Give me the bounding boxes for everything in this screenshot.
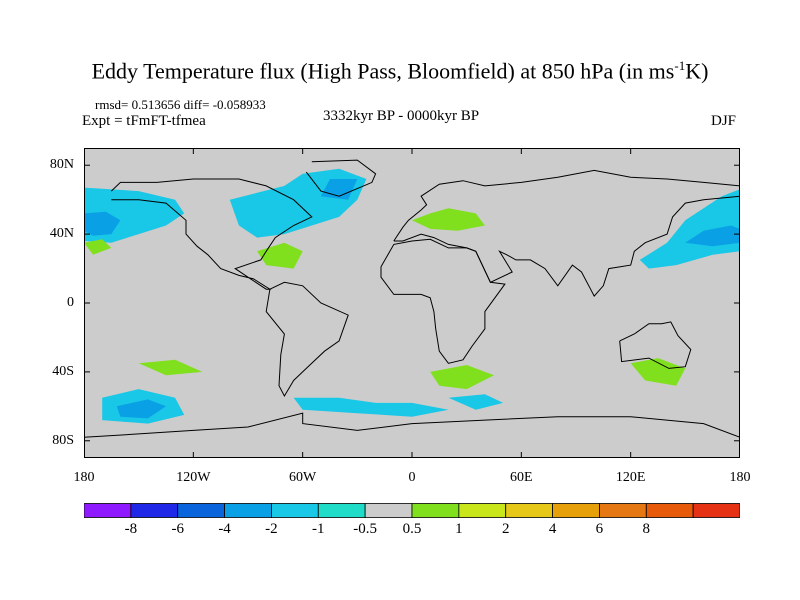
colorbar-label: 1 <box>455 521 463 537</box>
anomaly-region-north-pacific-west-cyan <box>639 189 740 269</box>
title-main: Eddy Temperature flux (High Pass, Bloomf… <box>91 58 675 84</box>
colorbar-box <box>692 503 740 518</box>
anomaly-region-south-indian-cyan <box>448 394 504 410</box>
colorbar-box <box>317 503 366 518</box>
y-tick-label: 40N <box>49 226 74 242</box>
colorbar-label: -6 <box>171 521 184 537</box>
coastline-0 <box>110 178 313 290</box>
x-tick-label: 120E <box>615 470 646 485</box>
anomaly-region-greenland-blue <box>320 179 358 200</box>
colorbar-box <box>458 503 507 518</box>
coastline-6 <box>84 412 740 438</box>
y-tick-label: 80N <box>49 157 74 173</box>
colorbar-box <box>505 503 553 518</box>
anomaly-region-north-pacific-west-blue <box>685 225 740 247</box>
title-tail: K) <box>685 58 709 84</box>
experiment-label: Expt = tFmFT-tfmea <box>82 113 206 129</box>
anomaly-region-east-pacific-green <box>84 239 112 255</box>
coastline-4 <box>380 238 506 364</box>
colorbar-box <box>552 503 600 518</box>
x-tick-label: 60W <box>289 470 317 485</box>
colorbar-box <box>84 503 132 518</box>
chart-title: Eddy Temperature flux (High Pass, Bloomf… <box>0 58 800 84</box>
colorbar-label: 0.5 <box>402 521 422 537</box>
colorbar-label: 2 <box>501 521 510 537</box>
anomaly-region-south-africa-green <box>430 365 494 390</box>
title-superscript: -1 <box>674 58 686 73</box>
anomaly-region-north-pacific-east-blue <box>84 211 121 236</box>
colorbar-box <box>411 503 460 518</box>
x-tick-label: 60E <box>510 470 533 485</box>
anomaly-region-europe-green <box>412 208 485 231</box>
y-tick-label: 80S <box>52 432 74 448</box>
colorbar-box <box>271 503 319 518</box>
colorbar-box <box>599 503 647 518</box>
colorbar-label: -0.5 <box>353 521 378 537</box>
anomaly-region-south-atlantic-green <box>138 359 203 376</box>
colorbar-box <box>224 503 272 518</box>
x-tick-label: 180 <box>729 470 751 485</box>
coastline-1 <box>265 281 349 398</box>
colorbar-box <box>177 503 225 518</box>
colorbar-label: 8 <box>642 521 651 537</box>
y-tick-label: 40S <box>52 363 74 379</box>
x-tick-label: 0 <box>408 470 416 485</box>
colorbar-label: -2 <box>265 521 278 537</box>
season-label: DJF <box>711 113 737 129</box>
colorbar-label: 6 <box>595 521 604 537</box>
y-tick-label: 0 <box>67 295 74 310</box>
anomaly-region-south-pacific-blue <box>116 399 166 419</box>
world-map <box>84 148 740 458</box>
anomaly-region-gulf-green <box>257 242 303 269</box>
colorbar-label: -8 <box>124 521 138 537</box>
colorbar-label: 4 <box>548 521 557 537</box>
colorbar-box <box>645 503 694 518</box>
x-tick-label: 120W <box>176 470 211 485</box>
colorbar-box <box>364 503 413 518</box>
coastline-5 <box>619 321 692 369</box>
colorbar-box <box>130 503 179 518</box>
colorbar-label: -1 <box>312 521 325 537</box>
coastline-2 <box>305 159 377 197</box>
coastline-3 <box>393 169 740 297</box>
anomaly-region-south-atlantic-cyan <box>293 397 449 417</box>
anomaly-region-australia-green <box>630 358 686 386</box>
stats-text: rmsd= 0.513656 diff= -0.058933 <box>95 97 266 112</box>
colorbar <box>84 503 740 518</box>
x-tick-label: 180 <box>73 470 95 485</box>
colorbar-label: -4 <box>218 521 231 537</box>
period-label: 3332kyr BP - 0000kyr BP <box>323 108 480 124</box>
